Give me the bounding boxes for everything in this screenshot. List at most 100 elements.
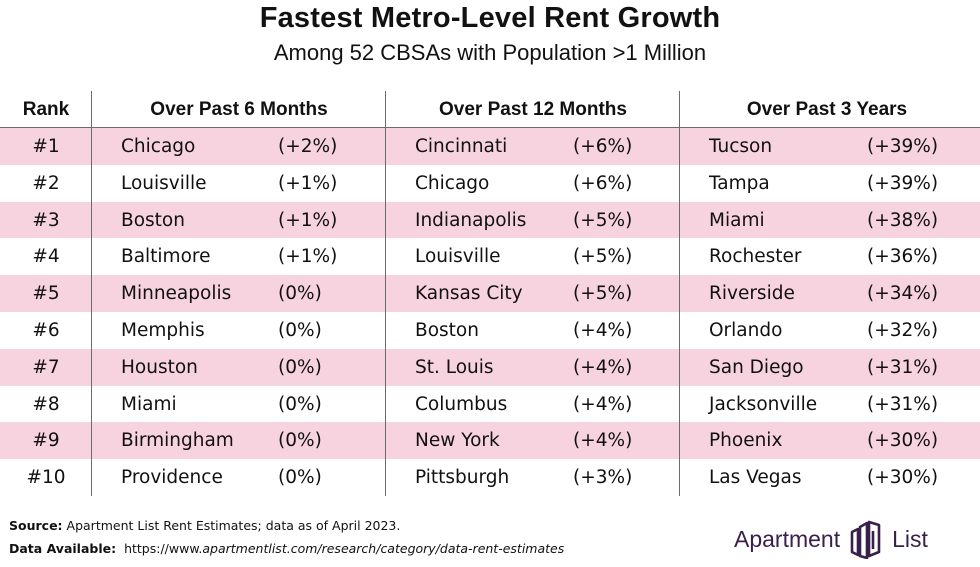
city-3-years: Jacksonville <box>709 393 818 415</box>
pct-6-months: (+1%) <box>278 209 338 231</box>
data-available-label: Data Available: <box>9 541 117 556</box>
pct-6-months: (+1%) <box>278 246 338 268</box>
table-row: #5 Minneapolis (0%) Kansas City (+5%) Riversi… <box>0 275 980 312</box>
header-6-months: Over Past 6 Months <box>150 99 328 120</box>
column-divider <box>91 91 93 496</box>
rank-cell: #4 <box>32 246 60 268</box>
table-row: #8 Miami (0%) Columbus (+4%) Jacksonville (+31… <box>0 386 980 423</box>
pct-3-years: (+30%) <box>867 467 939 489</box>
pct-6-months: (0%) <box>278 393 322 415</box>
city-3-years: Las Vegas <box>709 467 802 489</box>
city-12-months: New York <box>415 430 500 452</box>
table-row: #1 Chicago (+2%) Cincinnati (+6%) Tucson (+39%… <box>0 128 980 165</box>
pct-12-months: (+4%) <box>573 319 633 341</box>
city-3-years: Orlando <box>709 319 783 341</box>
table-row: #10 Providence (0%) Pittsburgh (+3%) Las Vega… <box>0 459 980 496</box>
pct-3-years: (+39%) <box>867 136 939 157</box>
logo-word-apartment: Apartment <box>734 525 841 552</box>
city-12-months: Boston <box>415 319 479 341</box>
rank-cell: #5 <box>32 283 60 305</box>
rent-growth-table: Rank Over Past 6 Months Over Past 12 Mon… <box>0 91 980 496</box>
footer-source: Source: Apartment List Rent Estimates; d… <box>9 518 400 533</box>
city-6-months: Birmingham <box>121 430 234 452</box>
city-12-months: Louisville <box>415 246 501 268</box>
table-row: #6 Memphis (0%) Boston (+4%) Orlando (+32%) <box>0 312 980 349</box>
city-6-months: Chicago <box>121 136 196 157</box>
rank-cell: #9 <box>32 430 60 452</box>
city-12-months: St. Louis <box>415 356 494 378</box>
logo-word-list: List <box>892 525 928 552</box>
pct-12-months: (+6%) <box>573 172 633 194</box>
apartment-list-logo-icon <box>850 520 881 559</box>
pct-3-years: (+31%) <box>867 356 939 378</box>
column-divider <box>385 91 387 496</box>
rank-cell: #6 <box>32 319 60 341</box>
rank-cell: #7 <box>32 356 60 378</box>
table-row: #3 Boston (+1%) Indianapolis (+5%) Miami (+38%… <box>0 201 980 239</box>
city-3-years: Miami <box>709 209 765 231</box>
header-12-months: Over Past 12 Months <box>439 99 627 120</box>
pct-12-months: (+4%) <box>573 393 633 415</box>
city-12-months: Pittsburgh <box>415 467 510 489</box>
city-6-months: Baltimore <box>121 246 211 268</box>
pct-6-months: (0%) <box>278 356 322 378</box>
pct-3-years: (+30%) <box>867 430 939 452</box>
table-row: #7 Houston (0%) St. Louis (+4%) San Diego (+31… <box>0 348 980 386</box>
pct-12-months: (+6%) <box>573 136 633 157</box>
pct-6-months: (0%) <box>278 467 322 489</box>
pct-12-months: (+4%) <box>573 430 633 452</box>
apartment-list-logo: Apartment List <box>734 519 928 559</box>
footer-data-available: Data Available: https://www.apartmentlis… <box>9 541 564 556</box>
data-url-prefix: https://www. <box>124 541 203 556</box>
city-3-years: Rochester <box>709 246 802 268</box>
city-3-years: Phoenix <box>709 430 783 452</box>
table-header: Rank Over Past 6 Months Over Past 12 Mon… <box>0 91 980 128</box>
pct-6-months: (+1%) <box>278 172 338 194</box>
city-3-years: Riverside <box>709 283 795 305</box>
city-12-months: Cincinnati <box>415 136 508 157</box>
rank-cell: #3 <box>32 209 60 231</box>
pct-3-years: (+36%) <box>867 246 939 268</box>
column-divider <box>679 91 681 496</box>
rank-cell: #1 <box>32 136 60 157</box>
pct-12-months: (+4%) <box>573 356 633 378</box>
pct-3-years: (+38%) <box>867 209 939 231</box>
pct-12-months: (+3%) <box>573 467 633 489</box>
source-label: Source: <box>9 518 63 533</box>
pct-12-months: (+5%) <box>573 283 633 305</box>
page-subtitle: Among 52 CBSAs with Population >1 Millio… <box>273 40 707 65</box>
pct-12-months: (+5%) <box>573 209 633 231</box>
pct-6-months: (0%) <box>278 430 322 452</box>
city-6-months: Minneapolis <box>121 283 232 305</box>
city-12-months: Indianapolis <box>415 209 527 231</box>
rank-cell: #8 <box>32 393 60 415</box>
header-rank: Rank <box>22 99 70 120</box>
city-12-months: Columbus <box>415 393 508 415</box>
city-12-months: Chicago <box>415 172 490 194</box>
city-6-months: Boston <box>121 209 185 231</box>
pct-3-years: (+31%) <box>867 393 939 415</box>
city-6-months: Miami <box>121 393 177 415</box>
city-6-months: Memphis <box>121 319 205 341</box>
city-6-months: Providence <box>121 467 223 489</box>
table-row: #2 Louisville (+1%) Chicago (+6%) Tampa (+39%) <box>0 165 980 202</box>
source-text: Apartment List Rent Estimates; data as o… <box>66 518 401 533</box>
table-row: #9 Birmingham (0%) New York (+4%) Phoenix (+30… <box>0 422 980 460</box>
pct-12-months: (+5%) <box>573 246 633 268</box>
rank-cell: #10 <box>26 467 66 489</box>
data-url-link[interactable]: apartmentlist.com/research/category/data… <box>202 541 565 556</box>
city-3-years: San Diego <box>709 356 804 378</box>
table-row: #4 Baltimore (+1%) Louisville (+5%) Rochester… <box>0 238 980 275</box>
table-body: #1 Chicago (+2%) Cincinnati (+6%) Tucson (+39%… <box>0 128 980 496</box>
pct-3-years: (+39%) <box>867 172 939 194</box>
city-6-months: Houston <box>121 356 198 378</box>
city-6-months: Louisville <box>121 172 207 194</box>
page-title: Fastest Metro-Level Rent Growth <box>259 2 721 34</box>
pct-6-months: (0%) <box>278 283 322 305</box>
pct-3-years: (+32%) <box>867 319 939 341</box>
city-3-years: Tucson <box>709 136 773 157</box>
header-3-years: Over Past 3 Years <box>746 99 908 120</box>
pct-6-months: (+2%) <box>278 136 338 157</box>
city-3-years: Tampa <box>709 172 770 194</box>
city-12-months: Kansas City <box>415 283 523 305</box>
